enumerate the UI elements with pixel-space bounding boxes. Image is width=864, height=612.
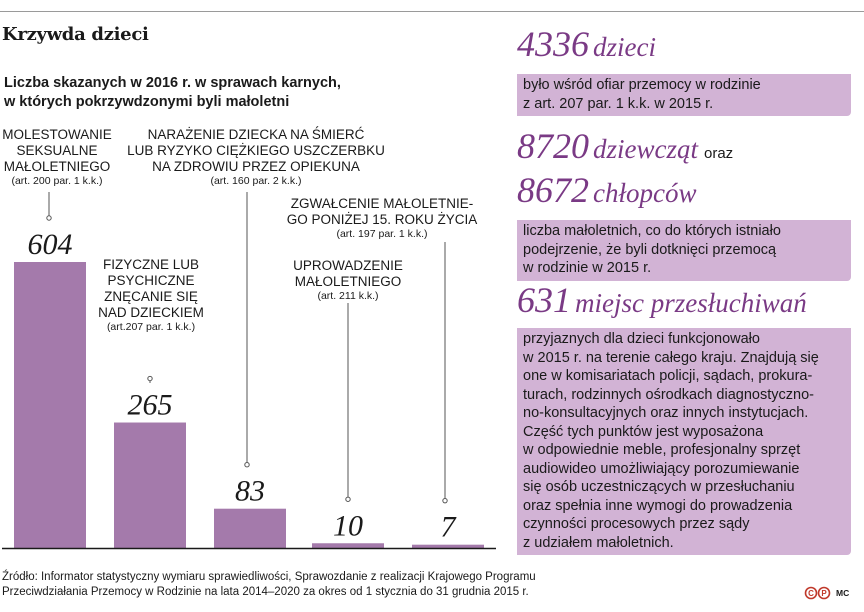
chart-subtitle: Liczba skazanych w 2016 r. w sprawach ka… xyxy=(4,74,424,112)
category-label: NA ZDROWIU PRZEZ OPIEKUNA xyxy=(152,159,360,174)
bar xyxy=(312,543,384,548)
category-article: (art. 200 par. 1 k.k.) xyxy=(11,175,102,187)
fact-number: 631 xyxy=(517,280,571,320)
category-label: NAD DZIECKIEM xyxy=(98,305,204,320)
bar xyxy=(114,422,186,548)
category-label: FIZYCZNE LUB xyxy=(103,257,199,272)
fact-line: w 2015 r. na terenie całego kraju. Znajd… xyxy=(523,349,819,366)
fact-line: z art. 207 par. 1 k.k. w 2015 r. xyxy=(523,95,714,112)
leader-dot xyxy=(46,215,52,221)
fact-line: przyjaznych dla dzieci funkcjonowało xyxy=(523,331,760,347)
svg-text:C: C xyxy=(808,589,814,598)
category-label: MOLESTOWANIE xyxy=(2,127,112,142)
fact-line: było wśród ofiar przemocy w rodzinie xyxy=(523,77,761,93)
leader-dot xyxy=(442,497,448,504)
fact-headline-2: 8672 chłopców xyxy=(517,172,851,216)
leader-dot xyxy=(147,375,153,382)
bar-value-label: 604 xyxy=(28,228,73,261)
fact-headline: 4336 dzieci xyxy=(517,26,851,70)
category-article: (art. 197 par. 1 k.k.) xyxy=(336,228,427,240)
fact-word: chłopców xyxy=(593,178,697,208)
fact-box: liczba małoletnich, co do których istnia… xyxy=(517,220,851,281)
author-credit: MC xyxy=(836,588,850,598)
fact-line: w rodzinie w 2015 r. xyxy=(523,260,652,276)
fact-line: podejrzenie, że byli dotknięci przemocą xyxy=(523,241,777,258)
fact-line: liczba małoletnich, co do których istnia… xyxy=(523,223,781,239)
source-note: Źródło: Informator statystyczny wymiaru … xyxy=(2,570,536,599)
fact-line: oraz spełnia inne wymogi do prowadzenia xyxy=(523,497,793,514)
fact-line: w odpowiednie meble, profesjonalny sprzę… xyxy=(523,442,801,458)
category-label: NARAŻENIE DZIECKA NA ŚMIERĆ xyxy=(148,127,365,142)
fact-girls-boys: 8720 dziewcząt oraz 8672 chłopców liczba… xyxy=(517,128,851,281)
bar-value-label: 7 xyxy=(441,511,458,544)
fact-number: 4336 xyxy=(517,24,589,64)
category-label: ZGWAŁCENIE MAŁOLETNIE- xyxy=(291,196,474,211)
svg-text:P: P xyxy=(821,589,827,598)
category-label: ZNĘCANIE SIĘ xyxy=(104,289,198,304)
fact-line: no-konsultacyjnych oraz innych instytucj… xyxy=(523,405,809,421)
fact-word: dziewcząt xyxy=(593,134,698,164)
category-label: UPROWADZENIE xyxy=(293,258,403,273)
bar xyxy=(214,508,286,548)
category-label: MAŁOLETNIEGO xyxy=(4,159,111,174)
fact-rooms: 631 miejsc przesłuchiwań przyjaznych dla… xyxy=(517,282,851,555)
bar-value-label: 10 xyxy=(333,509,363,542)
subtitle-line: w których pokrzywdzonymi byli małoletni xyxy=(4,94,290,110)
category-article: (art. 211 k.k.) xyxy=(317,290,378,302)
bar-chart: 604MOLESTOWANIESEKSUALNEMAŁOLETNIEGO(art… xyxy=(2,127,496,550)
fact-line: audiowideo umożliwiający porozumiewanie xyxy=(523,460,800,477)
leader-dot xyxy=(345,496,351,502)
source-line: Przeciwdziałania Przemocy w Rodzinie na … xyxy=(2,585,529,598)
fact-box: było wśród ofiar przemocy w rodzinie z a… xyxy=(517,74,851,116)
fact-line: turach, rodzinnych ośrodkach diagnostycz… xyxy=(523,386,814,403)
category-label: SEKSUALNE xyxy=(16,143,97,158)
fact-headline: 8720 dziewcząt oraz xyxy=(517,128,851,172)
fact-box: przyjaznych dla dzieci funkcjonowało w 2… xyxy=(517,328,851,555)
copyright-logo: C P xyxy=(804,586,831,600)
fact-word: dzieci xyxy=(593,32,656,62)
fact-line: Część tych punktów jest wyposażona xyxy=(523,423,764,440)
bar xyxy=(14,262,86,548)
fact-connector: oraz xyxy=(704,145,734,162)
category-article: (art.207 par. 1 k.k.) xyxy=(107,321,195,333)
fact-number: 8672 xyxy=(517,170,589,210)
bar xyxy=(412,544,484,548)
category-label: MAŁOLETNIEGO xyxy=(295,274,402,289)
category-label: GO PONIŻEJ 15. ROKU ŻYCIA xyxy=(287,212,478,227)
category-label: PSYCHICZNE xyxy=(107,273,194,288)
fact-children: 4336 dzieci było wśród ofiar przemocy w … xyxy=(517,26,851,116)
fact-word: miejsc przesłuchiwań xyxy=(575,288,807,318)
bar-value-label: 83 xyxy=(235,475,265,508)
fact-line: one w komisariatach policji, sądach, pro… xyxy=(523,368,813,384)
leader-dot xyxy=(244,461,250,468)
fact-line: się osób uczestniczących w przesłuchaniu xyxy=(523,479,795,495)
fact-headline: 631 miejsc przesłuchiwań xyxy=(517,282,851,326)
page-title: Krzywda dzieci xyxy=(2,24,149,45)
bar-value-label: 265 xyxy=(128,389,173,422)
source-line: Źródło: Informator statystyczny wymiaru … xyxy=(2,571,536,583)
fact-line: z udziałem małoletnich. xyxy=(523,534,674,551)
top-rule xyxy=(0,11,864,12)
category-article: (art. 160 par. 2 k.k.) xyxy=(210,175,301,187)
fact-number: 8720 xyxy=(517,126,589,166)
subtitle-line: Liczba skazanych w 2016 r. w sprawach ka… xyxy=(4,75,341,91)
category-label: LUB RYZYKO CIĘŻKIEGO USZCZERBKU xyxy=(127,143,385,158)
fact-line: czynności procesowych przez sądy xyxy=(523,516,750,532)
